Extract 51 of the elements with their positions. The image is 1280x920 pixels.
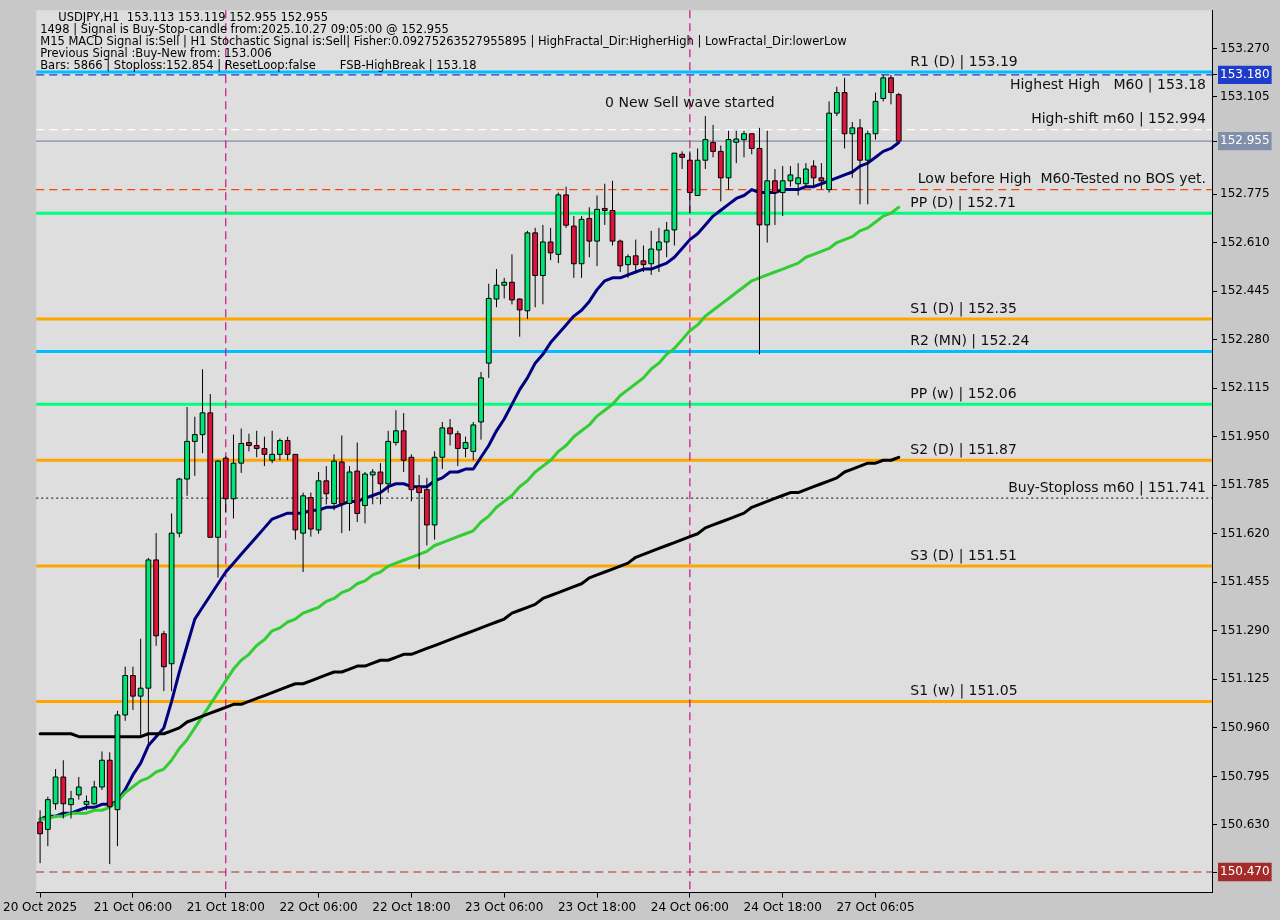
ref-line-label: Highest High M60 | 153.18 <box>1009 75 1207 93</box>
ref-line-label: S3 (D) | 151.51 <box>910 546 1017 564</box>
y-tick-label: 151.620 <box>1220 525 1270 540</box>
y-tick-label: 152.445 <box>1220 283 1270 298</box>
y-tick-label: 151.290 <box>1220 622 1270 637</box>
ref-line-label: R1 (D) | 153.19 <box>910 52 1018 70</box>
y-tick-label: 152.955 <box>1220 133 1270 148</box>
y-tick-label: 151.950 <box>1220 428 1270 443</box>
y-tick-label: 150.960 <box>1220 720 1270 735</box>
ref-line-label: R2 (MN) | 152.24 <box>910 332 1030 350</box>
x-tick-label: 24 Oct 18:00 <box>743 899 822 914</box>
x-tick-label: 21 Oct 06:00 <box>93 899 173 914</box>
ref-line-label: PP (D) | 152.71 <box>910 193 1016 211</box>
x-tick-label: 22 Oct 06:00 <box>279 899 358 914</box>
y-tick-label: 153.180 <box>1220 67 1270 82</box>
x-tick-label: 24 Oct 06:00 <box>650 899 729 914</box>
candlestick <box>300 492 306 573</box>
y-tick-label: 151.455 <box>1220 574 1270 589</box>
y-tick-label: 150.795 <box>1220 768 1270 783</box>
x-tick-label: 22 Oct 18:00 <box>372 899 451 914</box>
candlestick <box>130 666 136 711</box>
ref-line-label: S2 (D) | 151.87 <box>910 440 1017 458</box>
x-tick-label: 20 Oct 2025 <box>3 899 78 914</box>
ref-line-label: PP (w) | 152.06 <box>910 384 1017 402</box>
y-tick-label: 152.115 <box>1220 380 1270 395</box>
y-tick-label: 151.125 <box>1220 671 1270 686</box>
y-tick-label: 152.610 <box>1220 234 1270 249</box>
ref-line-label: 0 New Sell wave started <box>605 93 775 110</box>
y-tick-label: 153.270 <box>1220 40 1270 55</box>
ref-line-label: S1 (D) | 152.35 <box>910 299 1017 317</box>
y-tick-label: 151.785 <box>1220 477 1270 492</box>
y-tick-label: 150.470 <box>1220 864 1270 879</box>
ref-line-label: Buy-Stoploss m60 | 151.741 <box>1008 478 1207 496</box>
candlestick <box>857 118 863 205</box>
y-tick-label: 153.105 <box>1220 89 1270 104</box>
chart-title: USDJPY,H1 153.113 153.119 152.955 152.955 <box>58 9 329 24</box>
ref-line-label: Low before High M60-Tested no BOS yet. <box>917 170 1207 187</box>
ref-line-label: S1 (w) | 151.05 <box>910 682 1018 700</box>
ref-line-label: High-shift m60 | 152.994 <box>1031 110 1207 128</box>
x-tick-label: 21 Oct 18:00 <box>186 899 265 914</box>
candlestick <box>563 186 569 229</box>
candlestick <box>246 433 252 452</box>
x-tick-label: 23 Oct 06:00 <box>465 899 544 914</box>
x-tick-label: 27 Oct 06:05 <box>836 899 915 914</box>
y-tick-label: 150.630 <box>1220 817 1270 832</box>
y-tick-label: 152.280 <box>1220 331 1270 346</box>
candlestick <box>710 124 716 158</box>
y-tick-label: 152.775 <box>1220 186 1270 201</box>
candlestick <box>277 437 283 461</box>
annotation: FSB-HighBreak | 153.18 <box>339 57 477 72</box>
x-tick-label: 23 Oct 18:00 <box>557 899 637 914</box>
